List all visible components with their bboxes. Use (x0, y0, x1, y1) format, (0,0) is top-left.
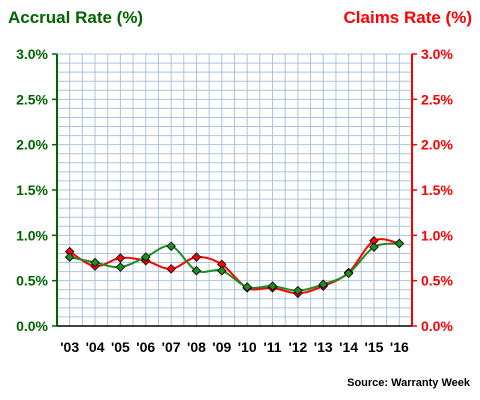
right-tick-label: 2.5% (421, 91, 453, 107)
left-tick-label: 1.0% (16, 227, 48, 243)
right-tick-label: 0.5% (421, 273, 453, 289)
x-tick-label: '07 (162, 339, 181, 355)
right-axis-title: Claims Rate (%) (344, 8, 472, 27)
x-tick-labels: '03 '04 '05 '06 '07 '08 '09 '10 '11 '12 '13 '14 '15 '… (60, 339, 409, 355)
data-point-claims (191, 252, 202, 262)
data-point-claims (115, 253, 126, 263)
x-tick-label: '16 (390, 339, 409, 355)
x-tick-label: '15 (365, 339, 384, 355)
data-point-accrual (64, 252, 75, 262)
x-tick-label: '12 (288, 339, 307, 355)
left-tick-label: 0.5% (16, 273, 48, 289)
plot-grid (56, 53, 413, 327)
left-tick-labels: 0.0% 0.5% 1.0% 1.5% 2.0% 2.5% 3.0% (16, 46, 57, 334)
data-point-accrual (369, 242, 379, 252)
x-tick-label: '11 (263, 339, 281, 355)
x-tick-label: '14 (339, 339, 358, 355)
x-tick-label: '03 (60, 339, 79, 355)
data-point-accrual (343, 268, 354, 279)
x-tick-label: '05 (111, 339, 130, 355)
x-tick-label: '06 (136, 339, 155, 355)
data-point-accrual (242, 282, 252, 292)
left-tick-label: 3.0% (16, 46, 48, 62)
data-point-accrual (394, 238, 405, 249)
left-axis-title: Accrual Rate (%) (8, 8, 143, 27)
right-tick-label: 1.0% (421, 227, 453, 243)
data-point-accrual (293, 285, 303, 296)
data-point-accrual (267, 281, 278, 291)
data-point-claims (166, 264, 176, 274)
x-tick-label: '09 (212, 339, 231, 355)
left-tick-label: 1.5% (16, 182, 48, 198)
source-label: Source: Warranty Week (347, 377, 471, 389)
data-point-accrual (217, 265, 227, 276)
data-point-accrual (318, 279, 329, 290)
right-tick-label: 3.0% (421, 46, 453, 62)
left-tick-label: 2.5% (16, 91, 48, 107)
data-point-accrual (90, 257, 100, 268)
x-tick-label: '13 (314, 339, 333, 355)
data-point-accrual (191, 265, 202, 276)
data-point-accrual (115, 262, 126, 272)
data-point-accrual (140, 252, 151, 262)
series-layer (64, 236, 405, 299)
right-tick-label: 2.0% (421, 137, 453, 153)
right-tick-labels: 0.0% 0.5% 1.0% 1.5% 2.0% 2.5% 3.0% (412, 46, 453, 334)
right-tick-label: 0.0% (421, 318, 453, 334)
x-tick-label: '04 (86, 339, 105, 355)
right-tick-label: 1.5% (421, 182, 453, 198)
x-tick-label: '10 (238, 339, 257, 355)
left-tick-label: 0.0% (16, 318, 48, 334)
data-point-accrual (166, 241, 176, 251)
left-tick-label: 2.0% (16, 137, 48, 153)
x-tick-label: '08 (187, 339, 206, 355)
